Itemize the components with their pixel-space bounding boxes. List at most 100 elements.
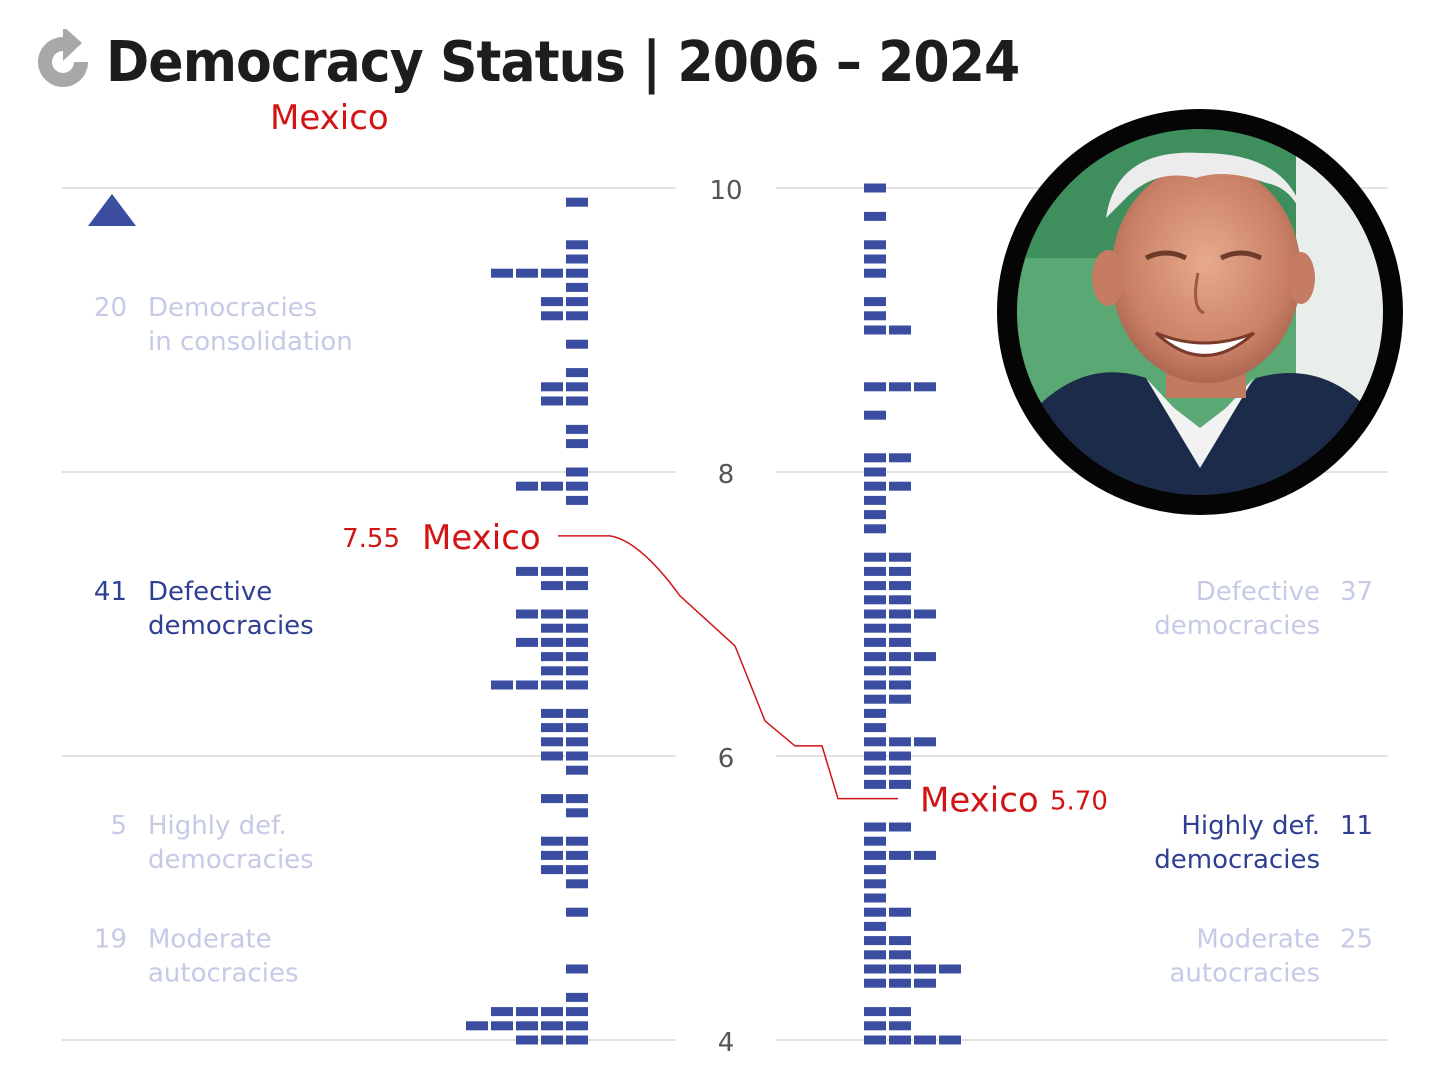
country-square-2024 [864,666,886,676]
country-square-2006 [566,439,588,449]
country-square-2006 [566,1007,588,1017]
country-square-2024 [889,566,911,576]
country-square-2006 [516,566,538,576]
country-square-2006 [541,382,563,392]
country-square-2024 [864,822,886,832]
category-label: autocracies [148,959,299,989]
country-square-2006 [566,581,588,591]
country-square-2024 [864,1007,886,1017]
country-square-2024 [889,581,911,591]
category-label: Defective [1196,577,1320,607]
country-square-2006 [566,311,588,321]
highlight-country-2006: Mexico [422,518,541,558]
country-square-2024 [864,907,886,917]
country-square-2024 [864,382,886,392]
y-tick-label: 10 [709,176,742,206]
country-square-2006 [516,481,538,491]
country-square-2024 [889,751,911,761]
country-square-2024 [914,850,936,860]
country-square-2024 [864,410,886,420]
country-square-2024 [864,850,886,860]
country-square-2006 [541,581,563,591]
country-square-2024 [864,566,886,576]
category-count: 41 [94,577,127,607]
country-square-2024 [889,623,911,633]
category-label: in consolidation [148,327,353,357]
politician-portrait-photo [997,109,1403,515]
country-square-2024 [889,666,911,676]
country-square-2006 [566,992,588,1002]
category-count: 37 [1340,577,1373,607]
category-label: Democracies [148,293,317,323]
country-square-2024 [914,609,936,619]
country-square-2024 [889,1021,911,1031]
category-label: Moderate [148,925,272,955]
country-square-2006 [541,396,563,406]
country-square-2006 [541,311,563,321]
header: Democracy Status | 2006 – 2024 [30,22,1088,102]
category-count: 25 [1340,925,1373,955]
category-label: Moderate [1196,925,1320,955]
country-square-2006 [541,794,563,804]
country-square-2006 [491,268,513,278]
country-square-2006 [566,467,588,477]
country-square-2006 [541,1021,563,1031]
country-square-2024 [864,623,886,633]
country-square-2006 [516,268,538,278]
country-square-2006 [516,1021,538,1031]
country-square-2024 [864,836,886,846]
country-square-2006 [491,680,513,690]
country-square-2024 [889,382,911,392]
country-square-2024 [864,865,886,875]
country-square-2006 [566,765,588,775]
country-square-2024 [864,964,886,974]
mexico-connector-line [558,535,898,800]
country-square-2024 [889,595,911,605]
country-square-2006 [566,737,588,747]
country-square-2006 [566,268,588,278]
country-square-2024 [864,936,886,946]
country-square-2006 [566,339,588,349]
country-square-2024 [864,311,886,321]
country-square-2024 [864,510,886,520]
country-square-2006 [566,254,588,264]
country-square-2006 [566,723,588,733]
country-square-2006 [541,737,563,747]
country-square-2006 [566,637,588,647]
page-title: Democracy Status | 2006 – 2024 [106,29,1020,95]
country-square-2024 [889,652,911,662]
country-square-2024 [864,779,886,789]
country-square-2024 [864,737,886,747]
triangle-up-icon [88,194,136,226]
country-square-2024 [889,964,911,974]
country-square-2006 [566,907,588,917]
country-square-2024 [864,978,886,988]
country-square-2024 [914,978,936,988]
country-square-2024 [864,297,886,307]
country-square-2024 [914,964,936,974]
country-square-2006 [516,680,538,690]
country-square-2024 [864,708,886,718]
country-square-2006 [566,382,588,392]
country-square-2024 [864,694,886,704]
category-label: Defective [148,577,272,607]
country-square-2024 [914,382,936,392]
country-square-2024 [864,680,886,690]
country-square-2006 [541,623,563,633]
country-square-2006 [566,964,588,974]
country-square-2006 [566,708,588,718]
country-square-2006 [541,723,563,733]
country-square-2024 [864,467,886,477]
country-square-2006 [566,1035,588,1045]
country-square-2024 [889,1007,911,1017]
country-square-2024 [864,1035,886,1045]
category-count: 11 [1340,811,1373,841]
country-square-2006 [541,680,563,690]
country-square-2006 [541,268,563,278]
country-square-2006 [541,566,563,576]
country-square-2006 [541,481,563,491]
country-square-2006 [566,666,588,676]
country-square-2006 [466,1021,488,1031]
country-square-2006 [566,495,588,505]
